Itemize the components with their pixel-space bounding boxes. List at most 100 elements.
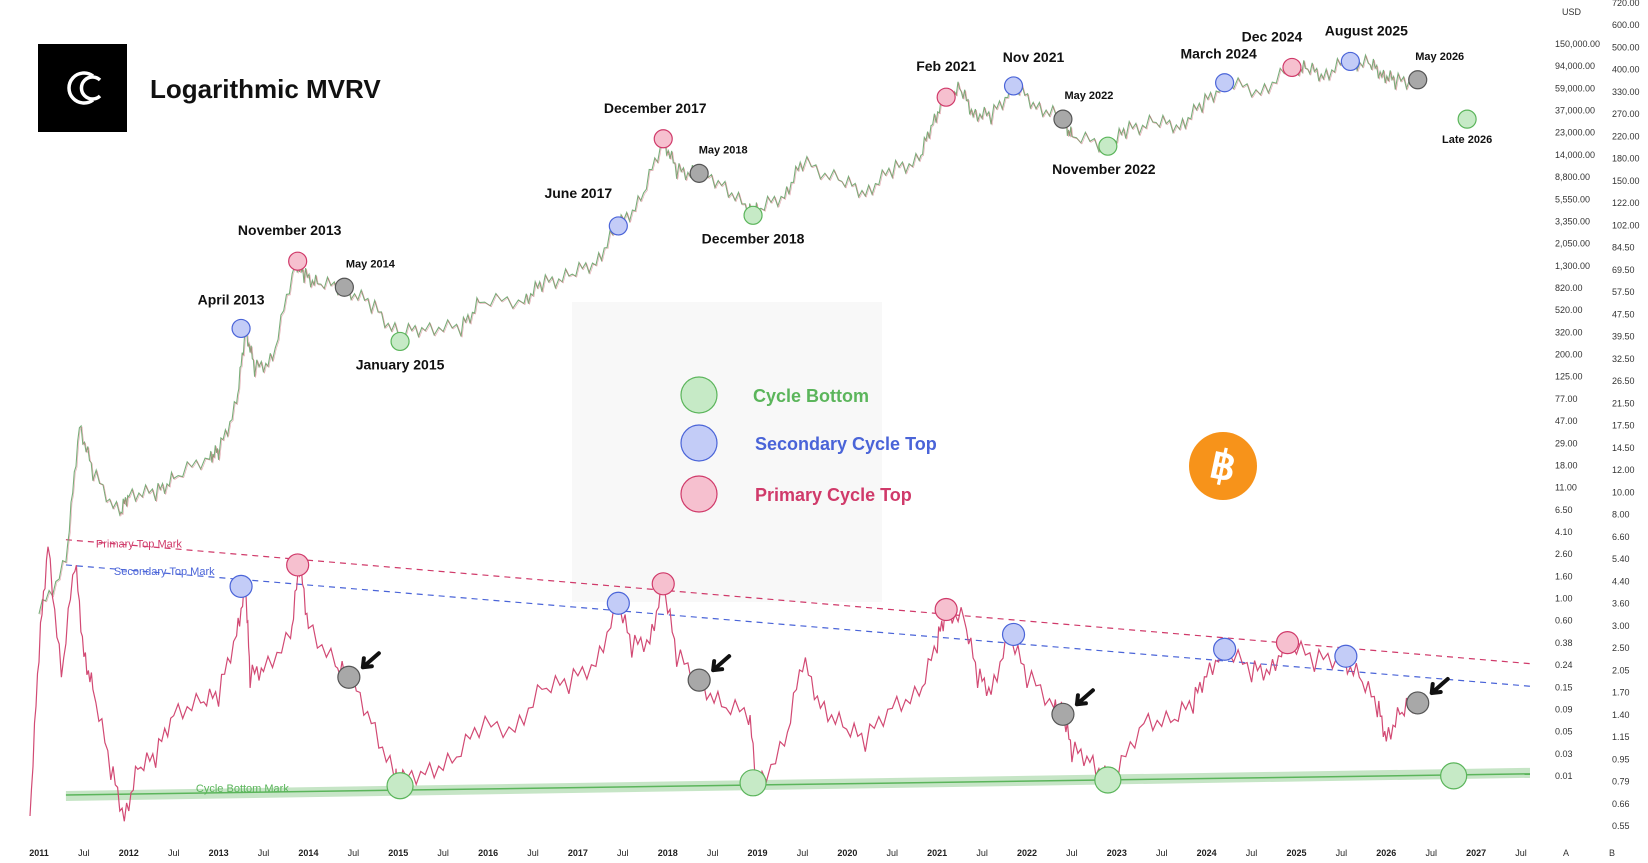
legend-label: Secondary Cycle Top xyxy=(755,434,937,454)
marker-label: August 2025 xyxy=(1325,22,1408,38)
price-tick-label: 77.00 xyxy=(1555,394,1578,404)
x-tick-label: 2019 xyxy=(748,848,768,858)
mvrv-tick-label: 270.00 xyxy=(1612,109,1640,119)
price-tick-label: 0.24 xyxy=(1555,660,1573,670)
price-marker-bottom xyxy=(1457,109,1477,129)
mvrv-tick-label: 0.79 xyxy=(1612,777,1630,787)
mvrv-tick-label: 330.00 xyxy=(1612,87,1640,97)
mvrv-marker-bottom xyxy=(386,772,414,800)
reference-line-0 xyxy=(65,539,1531,665)
price-tick-label: 1.00 xyxy=(1555,594,1573,604)
price-marker-bottom xyxy=(1098,136,1118,156)
price-tick-label: 4.10 xyxy=(1555,527,1573,537)
price-marker-neutral xyxy=(334,277,354,297)
mvrv-tick-label: 0.55 xyxy=(1612,821,1630,831)
mvrv-tick-label: 47.50 xyxy=(1612,309,1635,319)
marker-label: May 2026 xyxy=(1415,51,1464,63)
chartwise-logo-icon xyxy=(66,71,101,105)
mvrv-tick-label: 69.50 xyxy=(1612,265,1635,275)
x-tick-label: 2014 xyxy=(298,848,318,858)
arrow-icon xyxy=(1429,676,1450,695)
mvrv-tick-label: 400.00 xyxy=(1612,65,1640,75)
x-tick-label: Jul xyxy=(78,848,90,858)
marker-label: Dec 2024 xyxy=(1242,28,1303,44)
price-tick-label: 3,350.00 xyxy=(1555,216,1590,226)
price-tick-label: 0.03 xyxy=(1555,749,1573,759)
legend-swatch xyxy=(680,376,718,414)
mvrv-marker-neutral xyxy=(1406,691,1430,715)
mvrv-tick-label: 84.50 xyxy=(1612,243,1635,253)
mvrv-tick-label: 32.50 xyxy=(1612,354,1635,364)
x-tick-label: Jul xyxy=(617,848,629,858)
price-tick-label: 820.00 xyxy=(1555,283,1583,293)
mvrv-tick-label: 0.95 xyxy=(1612,754,1630,764)
mvrv-tick-label: 3.00 xyxy=(1612,621,1630,631)
price-tick-label: 0.15 xyxy=(1555,682,1573,692)
marker-label: December 2018 xyxy=(702,230,805,246)
price-marker-primary xyxy=(288,251,308,271)
x-tick-label: Jul xyxy=(348,848,360,858)
mvrv-marker-primary xyxy=(286,553,310,577)
price-marker-secondary xyxy=(608,216,628,236)
mvrv-tick-label: 1.15 xyxy=(1612,732,1630,742)
mvrv-tick-label: 5.40 xyxy=(1612,554,1630,564)
mvrv-marker-secondary xyxy=(1213,637,1237,661)
marker-label: May 2018 xyxy=(699,144,748,156)
mvrv-tick-label: 21.50 xyxy=(1612,398,1635,408)
price-marker-bottom xyxy=(390,331,410,352)
mvrv-tick-label: 1.70 xyxy=(1612,688,1630,698)
x-tick-label: Jul xyxy=(1066,848,1078,858)
mvrv-marker-primary xyxy=(651,572,675,596)
mvrv-tick-label: 12.00 xyxy=(1612,465,1635,475)
mvrv-tick-label: 150.00 xyxy=(1612,176,1640,186)
price-tick-label: 5,550.00 xyxy=(1555,194,1590,204)
mvrv-tick-label: 2.05 xyxy=(1612,665,1630,675)
mvrv-marker-bottom xyxy=(739,769,767,797)
price-tick-label: 59,000.00 xyxy=(1555,83,1595,93)
legend-label: Cycle Bottom xyxy=(753,386,869,406)
price-marker-secondary xyxy=(1340,51,1360,72)
price-tick-label: 0.09 xyxy=(1555,704,1573,714)
axis-footer-label: B xyxy=(1609,848,1615,858)
x-tick-label: Jul xyxy=(437,848,449,858)
price-tick-label: 6.50 xyxy=(1555,505,1573,515)
x-tick-label: Jul xyxy=(1425,848,1437,858)
x-tick-label: 2020 xyxy=(837,848,857,858)
mvrv-marker-primary xyxy=(934,597,958,622)
mvrv-tick-label: 17.50 xyxy=(1612,421,1635,431)
mvrv-tick-label: 6.60 xyxy=(1612,532,1630,542)
price-marker-primary xyxy=(1282,57,1302,78)
price-tick-label: 320.00 xyxy=(1555,327,1583,337)
bitcoin-badge: ฿ xyxy=(1189,432,1257,500)
price-tick-label: 29.00 xyxy=(1555,438,1578,448)
price-tick-label: 14,000.00 xyxy=(1555,150,1595,160)
x-tick-label: 2018 xyxy=(658,848,678,858)
mvrv-tick-label: 2.50 xyxy=(1612,643,1630,653)
legend-swatch xyxy=(680,475,718,513)
x-tick-label: 2023 xyxy=(1107,848,1127,858)
mvrv-tick-label: 1.40 xyxy=(1612,710,1630,720)
mvrv-tick-label: 26.50 xyxy=(1612,376,1635,386)
x-tick-label: 2012 xyxy=(119,848,139,858)
price-tick-label: 18.00 xyxy=(1555,460,1578,470)
mvrv-marker-secondary xyxy=(229,574,253,598)
logo-badge xyxy=(38,44,127,132)
x-tick-label: Jul xyxy=(1336,848,1348,858)
mvrv-marker-bottom xyxy=(1440,762,1468,790)
legend-panel-background xyxy=(572,302,882,602)
reference-line-label: Primary Top Mark xyxy=(96,539,182,551)
marker-label: Nov 2021 xyxy=(1003,49,1065,65)
mvrv-marker-neutral xyxy=(1051,702,1075,726)
legend-label: Primary Cycle Top xyxy=(755,485,912,505)
mvrv-tick-label: 4.40 xyxy=(1612,576,1630,586)
price-tick-label: 47.00 xyxy=(1555,416,1578,426)
price-tick-label: 1.60 xyxy=(1555,571,1573,581)
marker-label: Feb 2021 xyxy=(916,58,976,74)
mvrv-tick-label: 102.00 xyxy=(1612,220,1640,230)
arrow-icon xyxy=(711,654,732,673)
mvrv-tick-label: 0.66 xyxy=(1612,799,1630,809)
x-tick-label: 2026 xyxy=(1376,848,1396,858)
mvrv-marker-neutral xyxy=(687,668,711,692)
x-tick-label: Jul xyxy=(168,848,180,858)
x-tick-label: Jul xyxy=(976,848,988,858)
